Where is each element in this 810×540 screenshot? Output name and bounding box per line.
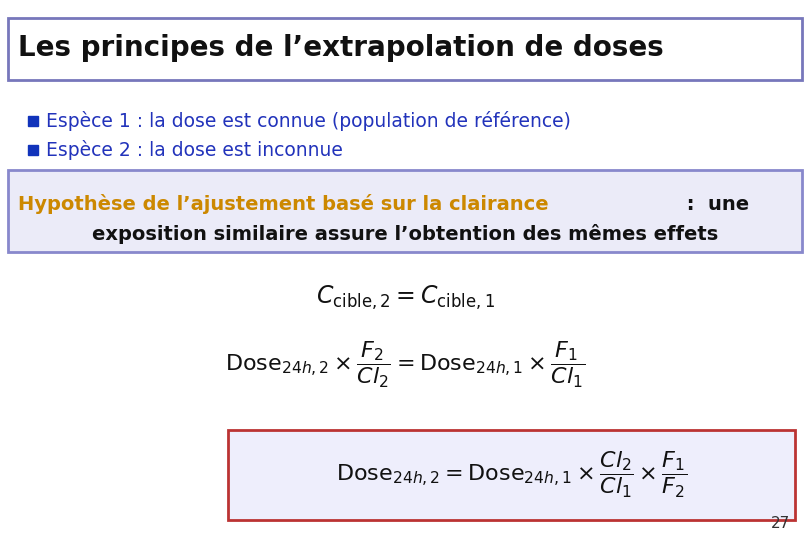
Text: $C_{\mathrm{cible},2} = C_{\mathrm{cible},1}$: $C_{\mathrm{cible},2} = C_{\mathrm{cible… — [316, 284, 494, 312]
Text: :  une: : une — [680, 194, 749, 213]
Bar — [28, 145, 38, 155]
FancyBboxPatch shape — [228, 430, 795, 520]
Bar — [28, 116, 38, 126]
FancyBboxPatch shape — [8, 170, 802, 252]
Text: exposition similaire assure l’obtention des mêmes effets: exposition similaire assure l’obtention … — [92, 224, 718, 244]
Text: Espèce 1 : la dose est connue (population de référence): Espèce 1 : la dose est connue (populatio… — [46, 111, 571, 131]
Text: $\mathrm{Dose}_{24h,2} \times \dfrac{F_2}{Cl_2} = \mathrm{Dose}_{24h,1} \times \: $\mathrm{Dose}_{24h,2} \times \dfrac{F_2… — [225, 340, 585, 390]
Text: Les principes de l’extrapolation de doses: Les principes de l’extrapolation de dose… — [18, 34, 663, 62]
FancyBboxPatch shape — [8, 18, 802, 80]
Text: $\mathrm{Dose}_{24h,2} = \mathrm{Dose}_{24h,1} \times \dfrac{Cl_2}{Cl_1} \times : $\mathrm{Dose}_{24h,2} = \mathrm{Dose}_{… — [336, 450, 688, 500]
Text: 27: 27 — [771, 516, 790, 531]
Text: Espèce 2 : la dose est inconnue: Espèce 2 : la dose est inconnue — [46, 140, 343, 160]
Text: Hypothèse de l’ajustement basé sur la clairance: Hypothèse de l’ajustement basé sur la cl… — [18, 194, 548, 214]
